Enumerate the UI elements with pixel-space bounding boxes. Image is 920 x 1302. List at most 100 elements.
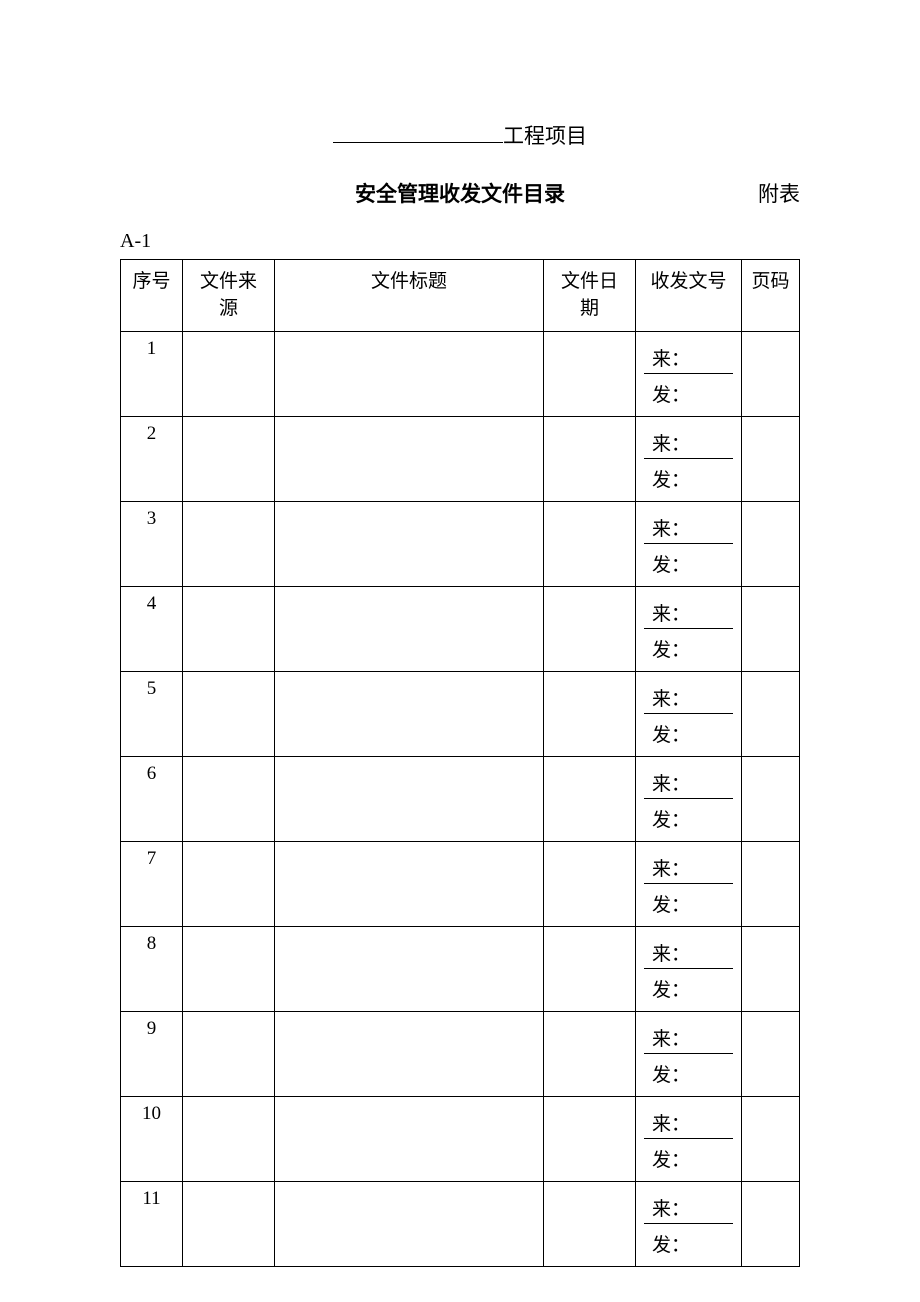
table-row: 5来：发： <box>121 672 800 757</box>
cell-docno: 来：发： <box>636 1097 742 1182</box>
appendix-label: 附表 <box>758 178 800 208</box>
cell-date <box>544 1182 636 1267</box>
cell-docno: 来：发： <box>636 757 742 842</box>
table-row: 1来：发： <box>121 332 800 417</box>
docno-in-label: 来： <box>644 1188 733 1224</box>
cell-seq: 4 <box>121 587 183 672</box>
docno-out-label: 发： <box>644 1054 733 1090</box>
table-row: 11 来：发： <box>121 1182 800 1267</box>
cell-source <box>183 1012 275 1097</box>
cell-title <box>275 842 544 927</box>
cell-source <box>183 502 275 587</box>
cell-page <box>742 332 800 417</box>
cell-page <box>742 417 800 502</box>
docno-in-label: 来： <box>644 338 733 374</box>
docno-out-label: 发： <box>644 544 733 580</box>
cell-docno: 来：发： <box>636 587 742 672</box>
cell-source <box>183 672 275 757</box>
title-suffix: 工程项目 <box>503 124 587 148</box>
docno-out-label: 发： <box>644 1139 733 1175</box>
cell-date <box>544 1097 636 1182</box>
docno-out-label: 发： <box>644 714 733 750</box>
docno-in-label: 来： <box>644 763 733 799</box>
table-row: 8来：发： <box>121 927 800 1012</box>
table-row: 3 来：发： <box>121 502 800 587</box>
cell-source <box>183 842 275 927</box>
cell-date <box>544 1012 636 1097</box>
cell-title <box>275 672 544 757</box>
cell-seq: 11 <box>121 1182 183 1267</box>
cell-page <box>742 1012 800 1097</box>
docno-in-label: 来： <box>644 508 733 544</box>
appendix-ref: A-1 <box>120 230 800 253</box>
col-header-page: 页码 <box>742 260 800 332</box>
docno-in-label: 来： <box>644 848 733 884</box>
cell-source <box>183 1097 275 1182</box>
cell-source <box>183 757 275 842</box>
col-header-docno: 收发文号 <box>636 260 742 332</box>
cell-date <box>544 757 636 842</box>
cell-seq: 3 <box>121 502 183 587</box>
cell-title <box>275 757 544 842</box>
table-header-row: 序号 文件来源 文件标题 文件日期 收发文号 页码 <box>121 260 800 332</box>
table-row: 4 来：发： <box>121 587 800 672</box>
cell-page <box>742 672 800 757</box>
cell-source <box>183 587 275 672</box>
subtitle-text: 安全管理收发文件目录 <box>355 182 565 206</box>
table-row: 9 来：发： <box>121 1012 800 1097</box>
cell-docno: 来：发： <box>636 672 742 757</box>
cell-page <box>742 1182 800 1267</box>
table-row: 2 来：发： <box>121 417 800 502</box>
cell-docno: 来：发： <box>636 1182 742 1267</box>
cell-title <box>275 417 544 502</box>
cell-source <box>183 417 275 502</box>
cell-seq: 2 <box>121 417 183 502</box>
cell-title <box>275 332 544 417</box>
table-row: 6 来：发： <box>121 757 800 842</box>
cell-title <box>275 1012 544 1097</box>
docno-out-label: 发： <box>644 799 733 835</box>
subtitle-row: 安全管理收发文件目录 附表 <box>120 178 800 206</box>
cell-docno: 来：发： <box>636 332 742 417</box>
docno-out-label: 发： <box>644 969 733 1005</box>
table-body: 1来：发：2来：发：3来：发：4来：发：5来：发：6来：发：7来：发：8来：发：… <box>121 332 800 1267</box>
table-row: 10来：发： <box>121 1097 800 1182</box>
cell-page <box>742 757 800 842</box>
cell-seq: 6 <box>121 757 183 842</box>
cell-title <box>275 587 544 672</box>
cell-seq: 7 <box>121 842 183 927</box>
docno-in-label: 来： <box>644 1018 733 1054</box>
cell-docno: 来：发： <box>636 842 742 927</box>
docno-in-label: 来： <box>644 1103 733 1139</box>
document-catalog-table: 序号 文件来源 文件标题 文件日期 收发文号 页码 1来：发：2来：发：3来：发… <box>120 259 800 1267</box>
docno-in-label: 来： <box>644 933 733 969</box>
docno-in-label: 来： <box>644 593 733 629</box>
table-row: 7 来：发： <box>121 842 800 927</box>
project-name-blank <box>333 142 503 143</box>
col-header-seq: 序号 <box>121 260 183 332</box>
cell-title <box>275 927 544 1012</box>
cell-date <box>544 842 636 927</box>
cell-date <box>544 417 636 502</box>
cell-seq: 9 <box>121 1012 183 1097</box>
docno-out-label: 发： <box>644 629 733 665</box>
docno-out-label: 发： <box>644 884 733 920</box>
col-header-source: 文件来源 <box>183 260 275 332</box>
cell-page <box>742 927 800 1012</box>
docno-out-label: 发： <box>644 459 733 495</box>
cell-docno: 来：发： <box>636 502 742 587</box>
cell-page <box>742 1097 800 1182</box>
cell-date <box>544 332 636 417</box>
cell-date <box>544 927 636 1012</box>
cell-title <box>275 502 544 587</box>
cell-page <box>742 842 800 927</box>
page-title-row: 工程项目 <box>120 120 800 150</box>
docno-in-label: 来： <box>644 423 733 459</box>
cell-date <box>544 672 636 757</box>
cell-docno: 来：发： <box>636 417 742 502</box>
cell-title <box>275 1182 544 1267</box>
cell-docno: 来：发： <box>636 1012 742 1097</box>
cell-docno: 来：发： <box>636 927 742 1012</box>
docno-in-label: 来： <box>644 678 733 714</box>
cell-source <box>183 1182 275 1267</box>
